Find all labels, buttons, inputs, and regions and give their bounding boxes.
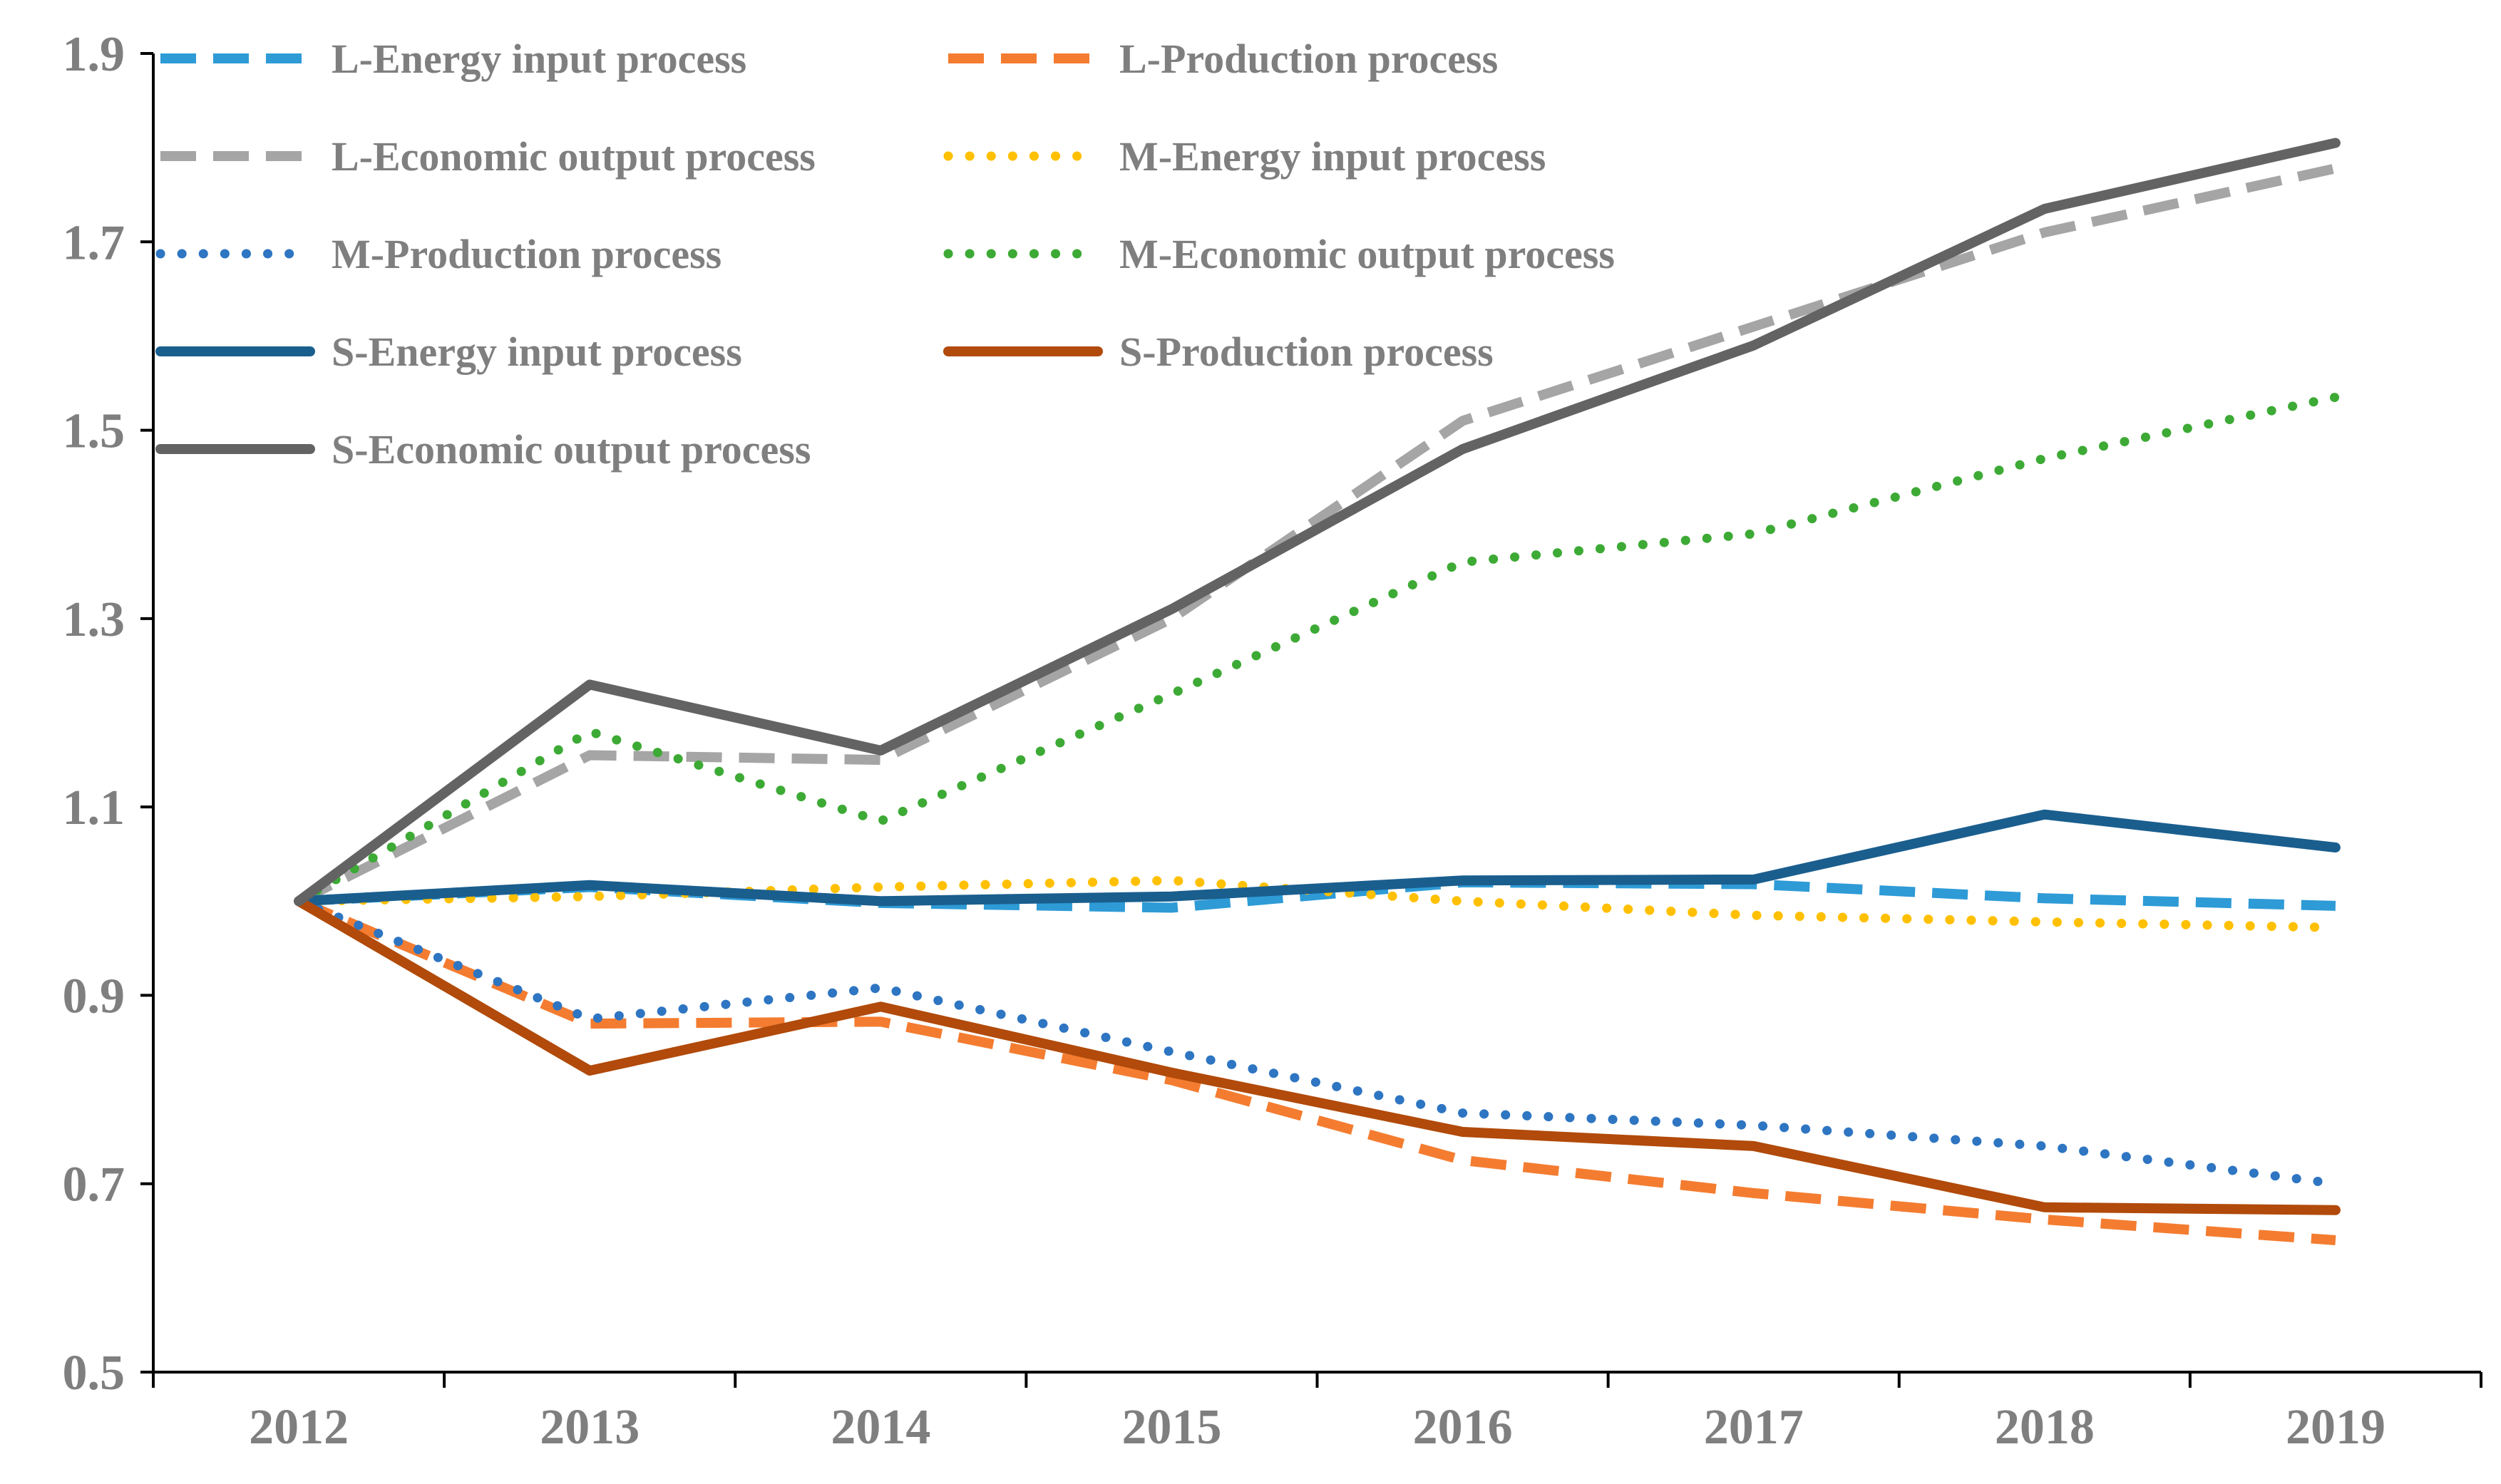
legend-label: L-Production process — [1119, 36, 1498, 82]
y-tick-label: 1.3 — [63, 592, 125, 647]
series-line-s-energy-input-process — [294, 809, 2341, 907]
x-tick-label: 2015 — [1121, 1400, 1221, 1455]
legend-item-m-energy-input-process: M-Energy input process — [943, 133, 1546, 180]
x-tick-label: 2013 — [540, 1400, 640, 1455]
y-tick-label: 1.7 — [63, 215, 125, 270]
y-tick-label: 1.1 — [63, 780, 125, 835]
y-tick-label: 0.5 — [63, 1346, 125, 1401]
series-line-m-production-process — [294, 896, 2341, 1189]
series-line-m-energy-input-process — [294, 875, 2341, 932]
legend-label: S-Production process — [1119, 329, 1494, 375]
legend-item-m-production-process: M-Production process — [155, 231, 721, 277]
series-line-s-production-process — [294, 896, 2341, 1215]
series-lines — [294, 138, 2341, 1245]
legend-label: M-Energy input process — [1119, 133, 1546, 180]
axes: 0.5 0.7 0.9 1.1 1.3 1.5 1.7 1.9 2012 2013 2014 2015… — [63, 27, 2482, 1455]
x-tick-label: 2016 — [1413, 1400, 1513, 1455]
x-tick-label: 2019 — [2286, 1400, 2386, 1455]
series-line-m-economic-output-process — [294, 392, 2341, 906]
x-tick-label: 2017 — [1704, 1400, 1804, 1455]
legend-label: M-Production process — [332, 231, 721, 277]
legend-item-l-energy-input-process: L-Energy input process — [160, 36, 746, 82]
y-tick-label: 0.7 — [63, 1158, 125, 1212]
series-line-l-economic-output-process — [296, 163, 2337, 906]
legend: L-Energy input process L-Production proce… — [155, 36, 1615, 473]
legend-item-s-production-process: S-Production process — [943, 329, 1494, 375]
legend-item-l-economic-output-process: L-Economic output process — [160, 133, 816, 180]
legend-label: L-Economic output process — [332, 133, 816, 180]
legend-item-m-economic-output-process: M-Economic output process — [943, 231, 1615, 277]
legend-label: M-Economic output process — [1119, 231, 1615, 277]
legend-item-s-energy-input-process: S-Energy input process — [155, 329, 742, 375]
series-line-s-economic-output-process — [294, 138, 2341, 907]
x-tick-label: 2012 — [249, 1400, 349, 1455]
legend-item-l-production-process: L-Production process — [948, 36, 1498, 82]
legend-label: S-Energy input process — [332, 329, 742, 375]
x-tick-label: 2018 — [1995, 1400, 2095, 1455]
x-tick-label: 2014 — [831, 1400, 930, 1455]
y-tick-label: 1.9 — [63, 27, 125, 82]
legend-item-s-economic-output-process: S-Economic output process — [155, 426, 811, 473]
y-tick-label: 1.5 — [63, 404, 125, 459]
y-tick-label: 0.9 — [63, 969, 125, 1024]
legend-label: S-Economic output process — [332, 426, 811, 473]
legend-label: L-Energy input process — [332, 36, 746, 82]
series-line-l-production-process — [297, 896, 2336, 1245]
